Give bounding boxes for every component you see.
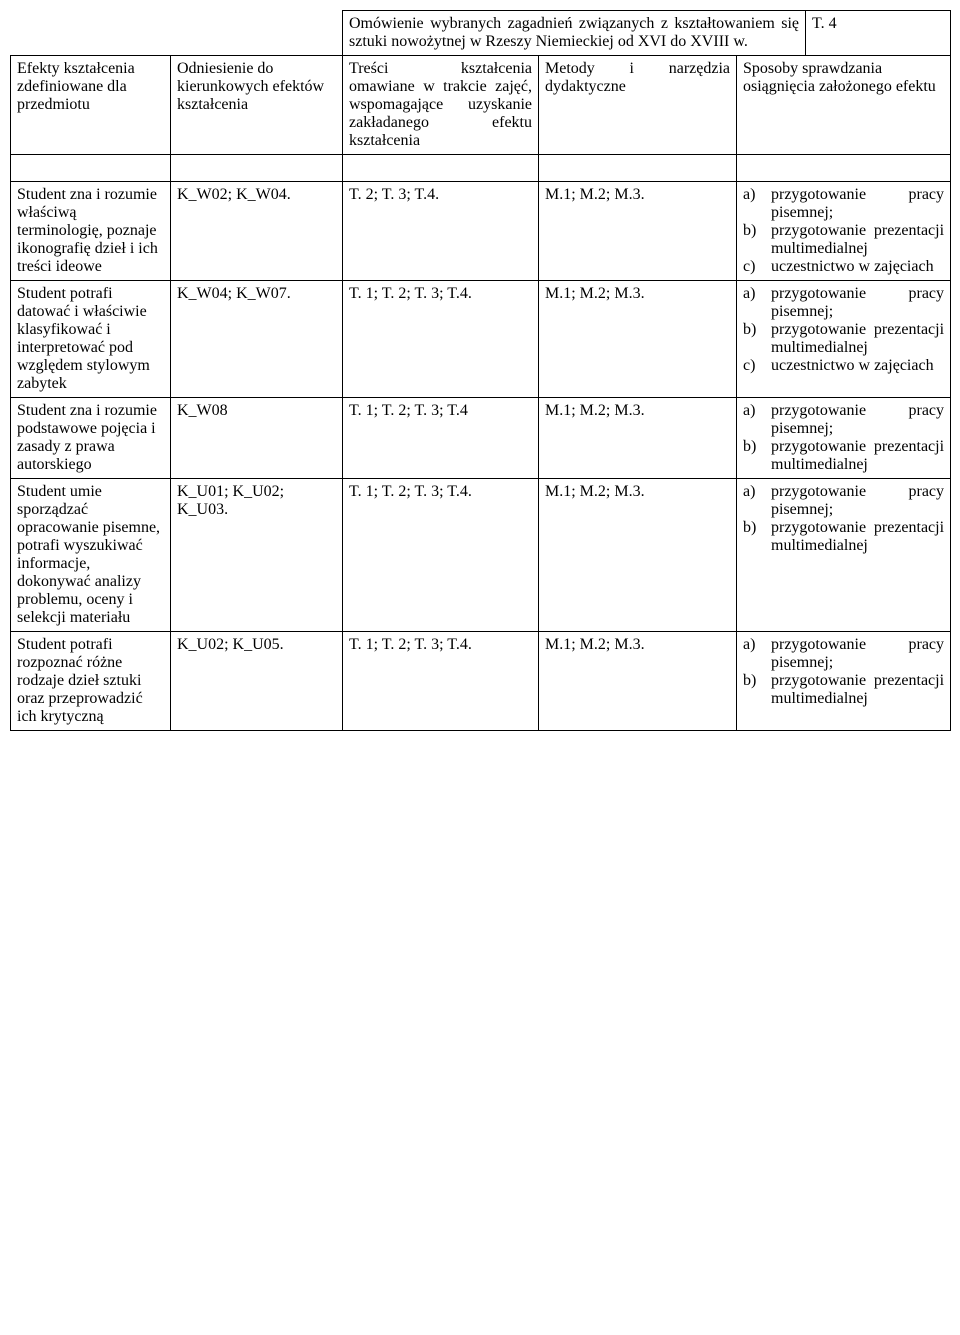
cell-reference: K_U01; K_U02; K_U03. (171, 479, 343, 632)
table-row: Student zna i rozumie podstawowe pojęcia… (11, 398, 951, 479)
spacer-c3 (343, 155, 539, 182)
assessment-label: c) (743, 258, 771, 276)
assessment-item: a)przygotowanie pracy pisemnej; (743, 636, 944, 672)
cell-content: T. 1; T. 2; T. 3; T.4 (343, 398, 539, 479)
cell-assessment: a)przygotowanie pracy pisemnej;b)przygot… (737, 182, 951, 281)
cell-assessment: a)przygotowanie pracy pisemnej;b)przygot… (737, 479, 951, 632)
header-col2: Odniesienie do kierunkowych efektów kszt… (171, 56, 343, 155)
cell-methods: M.1; M.2; M.3. (539, 479, 737, 632)
assessment-text: uczestnictwo w zajęciach (771, 357, 944, 375)
cell-effect: Student umie sporządzać opracowanie pise… (11, 479, 171, 632)
header-col1: Efekty kształcenia zdefiniowane dla prze… (11, 56, 171, 155)
assessment-label: b) (743, 672, 771, 708)
assessment-text: przygotowanie pracy pisemnej; (771, 483, 944, 519)
spacer-c2 (171, 155, 343, 182)
header-col3: Treści kształcenia omawiane w trakcie za… (343, 56, 539, 155)
cell-assessment: a)przygotowanie pracy pisemnej;b)przygot… (737, 281, 951, 398)
cell-methods: M.1; M.2; M.3. (539, 632, 737, 731)
assessment-text: przygotowanie pracy pisemnej; (771, 285, 944, 321)
cell-assessment: a)przygotowanie pracy pisemnej;b)przygot… (737, 632, 951, 731)
spacer-c4 (539, 155, 737, 182)
cell-reference: K_U02; K_U05. (171, 632, 343, 731)
cell-methods: M.1; M.2; M.3. (539, 182, 737, 281)
assessment-text: przygotowanie prezentacji multimedialnej (771, 519, 944, 555)
table-row: Student zna i rozumie właściwą terminolo… (11, 182, 951, 281)
assessment-item: b)przygotowanie prezentacji multimedialn… (743, 321, 944, 357)
cell-effect: Student zna i rozumie podstawowe pojęcia… (11, 398, 171, 479)
header-col5: Sposoby sprawdzania osiągnięcia założone… (737, 56, 951, 155)
spacer-row (11, 155, 951, 182)
assessment-item: a)przygotowanie pracy pisemnej; (743, 483, 944, 519)
assessment-label: b) (743, 321, 771, 357)
cell-methods: M.1; M.2; M.3. (539, 281, 737, 398)
assessment-label: b) (743, 222, 771, 258)
cell-content: T. 2; T. 3; T.4. (343, 182, 539, 281)
table-row: Student potrafi rozpoznać różne rodzaje … (11, 632, 951, 731)
header-col4: Metody i narzędzia dydaktyczne (539, 56, 737, 155)
assessment-text: przygotowanie pracy pisemnej; (771, 186, 944, 222)
assessment-item: b)przygotowanie prezentacji multimedialn… (743, 438, 944, 474)
assessment-text: przygotowanie pracy pisemnej; (771, 402, 944, 438)
assessment-label: c) (743, 357, 771, 375)
assessment-text: przygotowanie prezentacji multimedialnej (771, 222, 944, 258)
assessment-text: przygotowanie prezentacji multimedialnej (771, 438, 944, 474)
assessment-label: b) (743, 438, 771, 474)
top-description: Omówienie wybranych zagadnień związanych… (343, 11, 806, 55)
assessment-item: b)przygotowanie prezentacji multimedialn… (743, 519, 944, 555)
header-row: Efekty kształcenia zdefiniowane dla prze… (11, 56, 951, 155)
assessment-label: a) (743, 285, 771, 321)
assessment-item: a)przygotowanie pracy pisemnej; (743, 186, 944, 222)
cell-effect: Student potrafi rozpoznać różne rodzaje … (11, 632, 171, 731)
assessment-item: b)przygotowanie prezentacji multimedialn… (743, 222, 944, 258)
top-row: Omówienie wybranych zagadnień związanych… (11, 11, 951, 56)
cell-content: T. 1; T. 2; T. 3; T.4. (343, 281, 539, 398)
cell-reference: K_W04; K_W07. (171, 281, 343, 398)
top-code: T. 4 (806, 11, 960, 55)
assessment-label: a) (743, 402, 771, 438)
assessment-label: a) (743, 636, 771, 672)
assessment-label: a) (743, 483, 771, 519)
cell-methods: M.1; M.2; M.3. (539, 398, 737, 479)
cell-content: T. 1; T. 2; T. 3; T.4. (343, 479, 539, 632)
cell-reference: K_W02; K_W04. (171, 182, 343, 281)
assessment-text: przygotowanie prezentacji multimedialnej (771, 321, 944, 357)
cell-effect: Student zna i rozumie właściwą terminolo… (11, 182, 171, 281)
assessment-item: c)uczestnictwo w zajęciach (743, 258, 944, 276)
assessment-text: przygotowanie prezentacji multimedialnej (771, 672, 944, 708)
cell-content: T. 1; T. 2; T. 3; T.4. (343, 632, 539, 731)
spacer-c5 (737, 155, 951, 182)
top-blank-2 (171, 11, 343, 56)
cell-reference: K_W08 (171, 398, 343, 479)
spacer-c1 (11, 155, 171, 182)
assessment-label: a) (743, 186, 771, 222)
assessment-item: a)przygotowanie pracy pisemnej; (743, 402, 944, 438)
assessment-text: uczestnictwo w zajęciach (771, 258, 944, 276)
top-merged-cell: Omówienie wybranych zagadnień związanych… (343, 11, 951, 56)
table-row: Student potrafi datować i właściwie klas… (11, 281, 951, 398)
assessment-label: b) (743, 519, 771, 555)
assessment-item: c)uczestnictwo w zajęciach (743, 357, 944, 375)
syllabus-table: Omówienie wybranych zagadnień związanych… (10, 10, 951, 731)
assessment-item: b)przygotowanie prezentacji multimedialn… (743, 672, 944, 708)
assessment-item: a)przygotowanie pracy pisemnej; (743, 285, 944, 321)
assessment-text: przygotowanie pracy pisemnej; (771, 636, 944, 672)
top-blank-1 (11, 11, 171, 56)
table-row: Student umie sporządzać opracowanie pise… (11, 479, 951, 632)
cell-assessment: a)przygotowanie pracy pisemnej;b)przygot… (737, 398, 951, 479)
cell-effect: Student potrafi datować i właściwie klas… (11, 281, 171, 398)
